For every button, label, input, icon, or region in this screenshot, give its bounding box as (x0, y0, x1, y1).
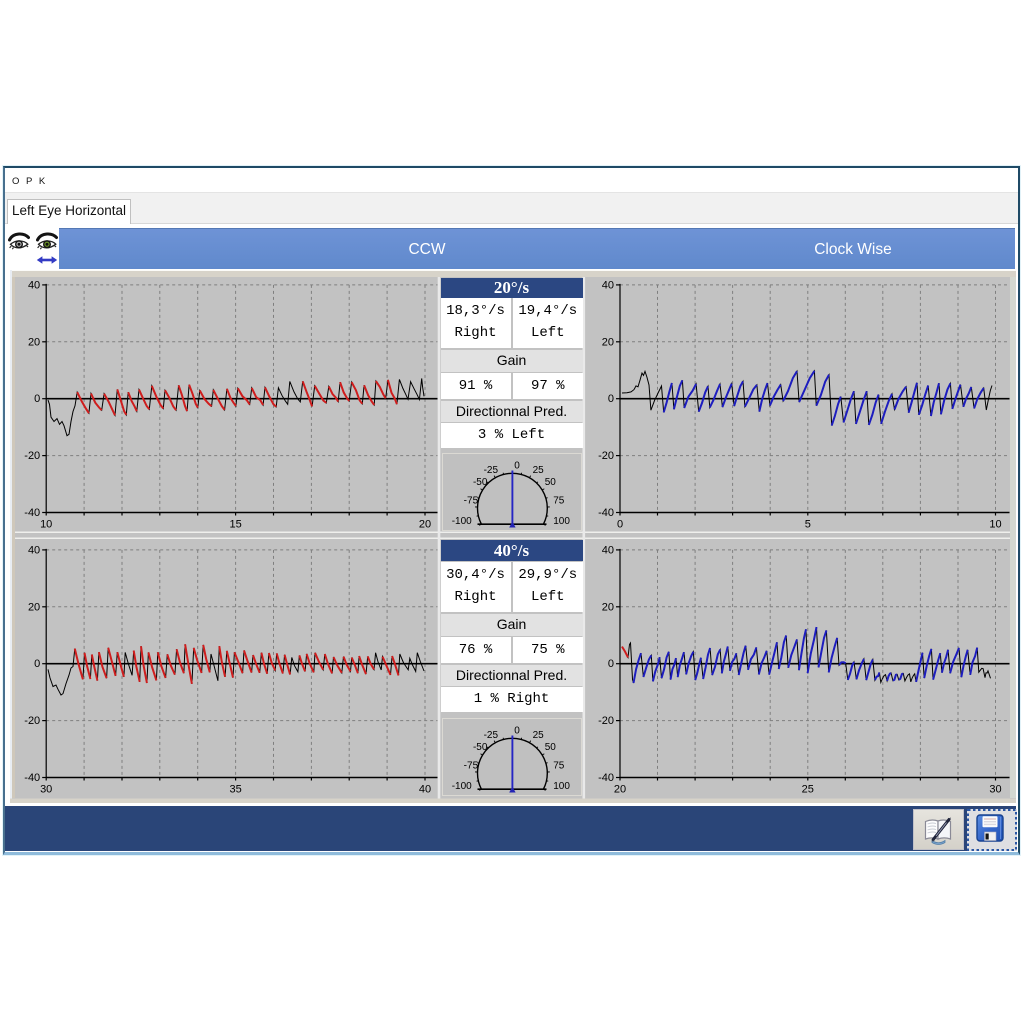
svg-text:10: 10 (40, 519, 52, 531)
svg-text:75: 75 (553, 495, 565, 506)
svg-text:40: 40 (602, 279, 614, 291)
svg-text:20: 20 (28, 336, 40, 348)
svg-text:20: 20 (614, 784, 626, 796)
svg-text:-20: -20 (598, 715, 614, 727)
svg-text:40: 40 (28, 544, 40, 556)
svg-text:-40: -40 (598, 772, 614, 784)
svg-text:40: 40 (419, 784, 431, 796)
svg-text:-40: -40 (24, 507, 40, 519)
svg-text:-40: -40 (598, 507, 614, 519)
svg-text:25: 25 (802, 784, 814, 796)
svg-text:20: 20 (602, 601, 614, 613)
svg-text:-75: -75 (463, 495, 478, 506)
svg-text:-40: -40 (24, 772, 40, 784)
svg-text:25: 25 (532, 729, 544, 740)
svg-text:-25: -25 (483, 464, 498, 475)
svg-text:5: 5 (805, 519, 811, 531)
svg-text:0: 0 (608, 658, 614, 670)
svg-text:40: 40 (602, 544, 614, 556)
svg-text:-20: -20 (24, 450, 40, 462)
svg-text:20: 20 (602, 336, 614, 348)
svg-text:30: 30 (40, 784, 52, 796)
svg-text:50: 50 (544, 476, 556, 487)
svg-text:-75: -75 (463, 760, 478, 771)
svg-text:-100: -100 (451, 780, 471, 791)
svg-text:0: 0 (514, 460, 520, 471)
svg-text:20: 20 (419, 519, 431, 531)
svg-text:10: 10 (989, 519, 1001, 531)
svg-text:0: 0 (34, 658, 40, 670)
svg-text:100: 100 (553, 515, 570, 526)
svg-text:-100: -100 (451, 515, 471, 526)
svg-text:40: 40 (28, 279, 40, 291)
svg-text:75: 75 (553, 760, 565, 771)
svg-text:30: 30 (989, 784, 1001, 796)
svg-text:100: 100 (553, 780, 570, 791)
svg-text:0: 0 (608, 393, 614, 405)
svg-text:20: 20 (28, 601, 40, 613)
svg-text:-25: -25 (483, 729, 498, 740)
svg-text:-50: -50 (472, 741, 487, 752)
svg-text:-50: -50 (472, 476, 487, 487)
svg-text:0: 0 (617, 519, 623, 531)
svg-text:0: 0 (514, 725, 520, 736)
svg-text:-20: -20 (24, 715, 40, 727)
svg-text:35: 35 (229, 784, 241, 796)
svg-text:-20: -20 (598, 450, 614, 462)
svg-text:0: 0 (34, 393, 40, 405)
svg-text:25: 25 (532, 464, 544, 475)
svg-text:50: 50 (544, 741, 556, 752)
svg-text:15: 15 (229, 519, 241, 531)
